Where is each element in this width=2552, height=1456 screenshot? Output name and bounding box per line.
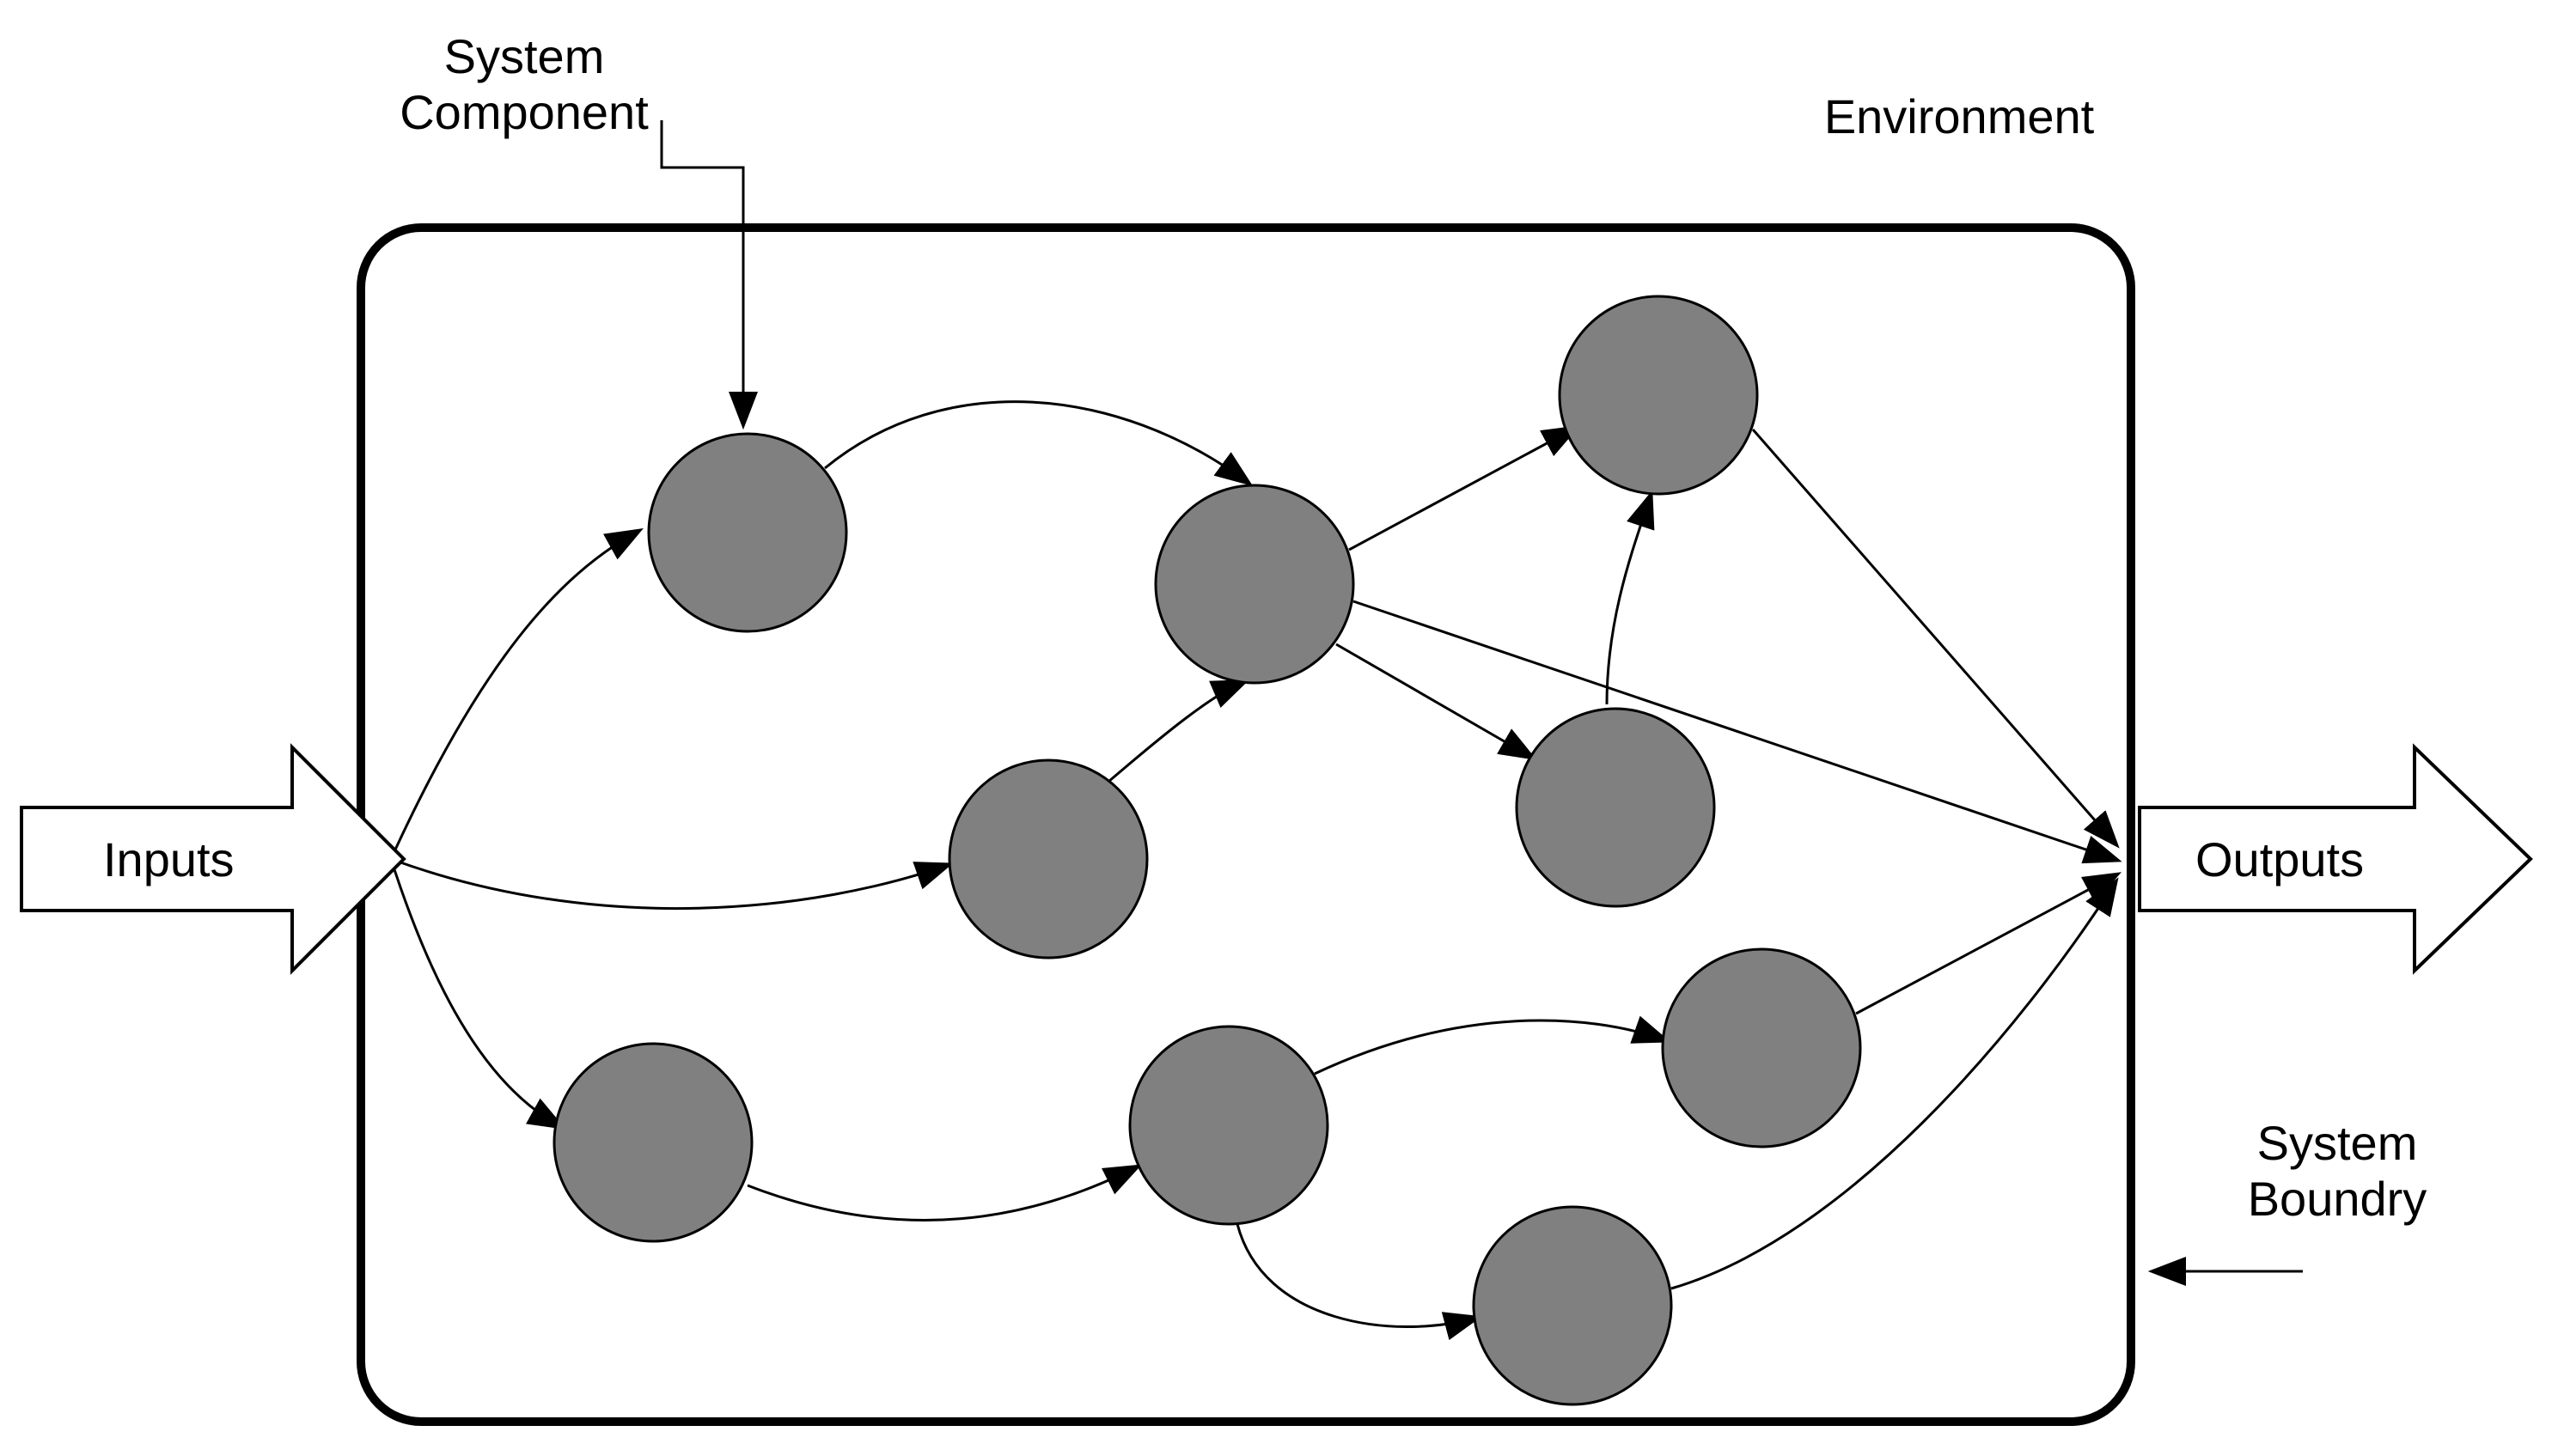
component-node-n5 [1130, 1027, 1328, 1224]
label-system-boundary-line2: Boundry [2248, 1172, 2427, 1226]
component-node-n6 [1517, 709, 1714, 906]
nodes-group [554, 296, 1860, 1404]
edge-e-in-n1 [391, 533, 636, 859]
label-inputs: Inputs [103, 832, 235, 886]
component-node-n7 [1560, 296, 1757, 494]
edge-e-n7-out [1753, 429, 2114, 842]
edge-e-n2-out [1353, 601, 2114, 859]
label-system-boundary-line1: System [2257, 1116, 2418, 1170]
label-outputs: Outputs [2195, 832, 2364, 886]
system-diagram: System Component Environment Inputs Outp… [0, 0, 2552, 1456]
component-node-n3 [949, 760, 1147, 958]
edge-e-n2-n6 [1336, 644, 1529, 756]
edge-e-n5-n8 [1315, 1020, 1663, 1074]
edge-e-n1-n2 [825, 402, 1246, 481]
edge-e-in-n4 [391, 859, 559, 1125]
edge-e-n6-n7 [1607, 498, 1650, 704]
label-system-component-line1: System [444, 29, 605, 83]
component-node-n1 [649, 434, 846, 631]
component-node-n4 [554, 1044, 752, 1241]
label-system-component-line2: Component [400, 85, 649, 139]
edge-e-n8-out [1856, 876, 2114, 1014]
edge-e-n5-n9 [1237, 1224, 1474, 1327]
component-node-n2 [1156, 485, 1353, 683]
component-node-n9 [1474, 1207, 1671, 1404]
system-component-pointer [662, 120, 743, 421]
system-boundary-rect [361, 228, 2131, 1422]
edge-e-n3-n2 [1108, 683, 1242, 782]
edge-e-n4-n5 [748, 1168, 1134, 1220]
label-environment: Environment [1824, 89, 2095, 143]
component-node-n8 [1663, 949, 1860, 1147]
edge-e-n2-n7 [1349, 429, 1572, 550]
edge-e-in-n3 [391, 859, 945, 909]
